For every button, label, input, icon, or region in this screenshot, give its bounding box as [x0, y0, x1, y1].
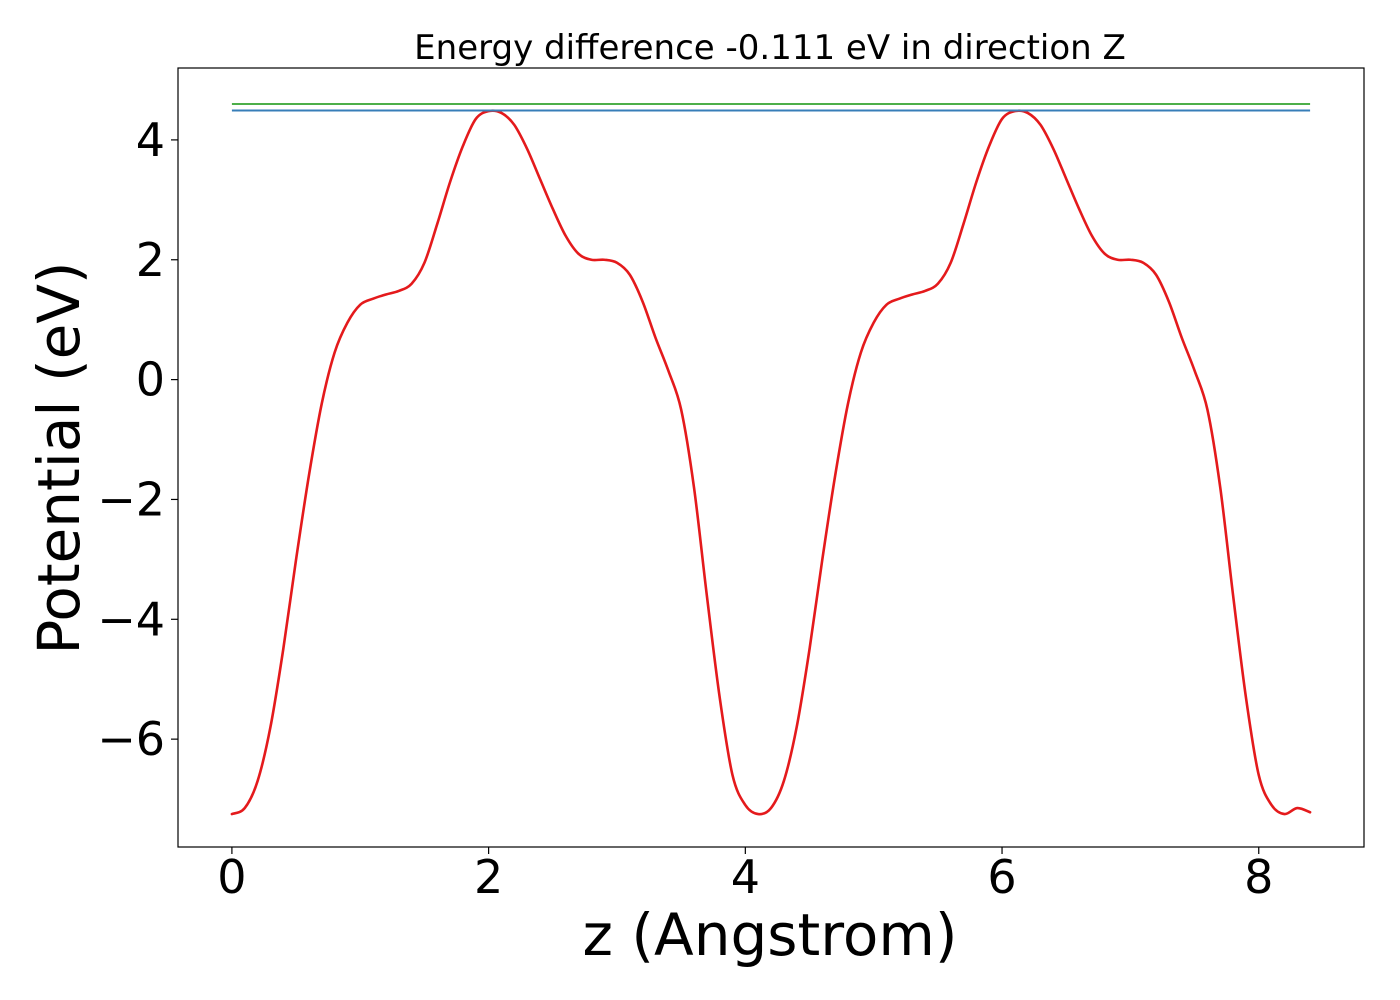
- y-axis-ticks: −6 −4 −2 0 2 4: [97, 113, 178, 766]
- y-axis-label: Potential (eV): [25, 261, 93, 654]
- x-tick-label: 0: [217, 850, 246, 904]
- x-tick-label: 2: [474, 850, 503, 904]
- x-axis-label: z (Angstrom): [583, 901, 958, 969]
- series-line-1: [230, 109, 1312, 816]
- y-tick-label: 0: [136, 353, 165, 407]
- y-tick-label: −4: [97, 592, 165, 646]
- x-tick-label: 4: [731, 850, 760, 904]
- y-tick-label: 2: [136, 233, 165, 287]
- plot-area-frame: [177, 67, 1365, 848]
- y-tick-label: −6: [97, 712, 165, 766]
- x-axis-ticks: 0 2 4 6 8: [217, 847, 1273, 904]
- x-tick-label: 8: [1244, 850, 1273, 904]
- y-tick-label: −2: [97, 472, 165, 526]
- x-tick-label: 6: [987, 850, 1016, 904]
- y-tick-label: 4: [136, 113, 165, 167]
- series-layer: [230, 102, 1312, 816]
- chart-title: Energy difference -0.111 eV in direction…: [414, 28, 1126, 68]
